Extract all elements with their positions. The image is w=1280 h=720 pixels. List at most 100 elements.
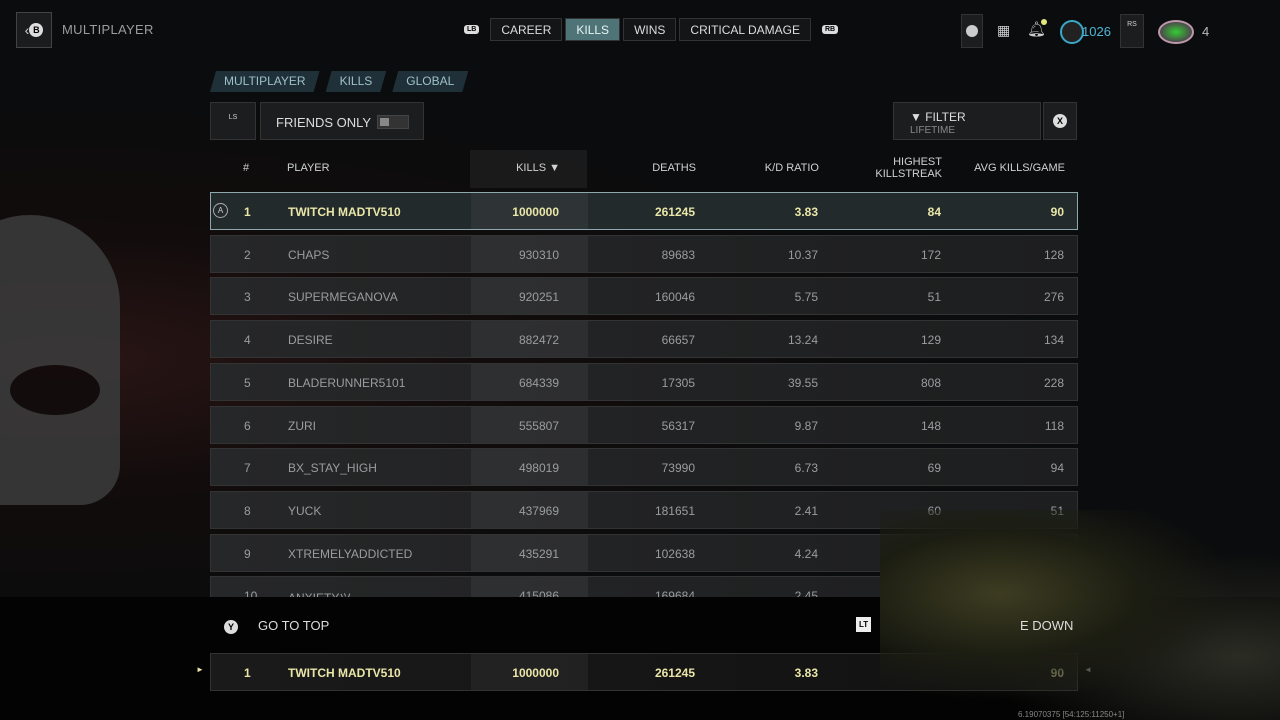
cell-player: SUPERMEGANOVA xyxy=(288,290,398,305)
tab-kills[interactable]: KILLS xyxy=(565,18,621,41)
rank-emblem-icon xyxy=(1158,20,1194,44)
cell-rank: 6 xyxy=(244,418,251,433)
table-header: # PLAYER KILLS ▼ DEATHS K/D RATIO HIGHES… xyxy=(210,150,1078,188)
breadcrumb-kills[interactable]: KILLS xyxy=(326,71,387,92)
cell-deaths: 89683 xyxy=(661,247,695,262)
bell-icon[interactable]: 🔔︎ xyxy=(1027,21,1047,38)
cell-player: ANXIETYツ xyxy=(288,589,351,597)
cell-kd: 5.75 xyxy=(794,290,818,305)
cell-kd: 39.55 xyxy=(787,375,818,390)
cell-kills: 684339 xyxy=(518,375,559,390)
self-kills: 1000000 xyxy=(512,666,559,680)
col-deaths[interactable]: DEATHS xyxy=(652,162,696,174)
friends-only-toggle[interactable]: FRIENDS ONLY xyxy=(260,102,424,140)
leaderboard-table[interactable]: 1 TWITCH MADTV510 1000000 261245 3.83 84 90 2 CH… xyxy=(0,190,1280,597)
tab-career[interactable]: CAREER xyxy=(490,18,563,41)
go-to-top-button[interactable]: Y xyxy=(224,617,238,634)
menu-button[interactable] xyxy=(961,14,983,48)
cell-rank: 2 xyxy=(244,247,251,262)
cell-avg: 276 xyxy=(1043,290,1064,305)
go-to-top-label[interactable]: GO TO TOP xyxy=(258,618,330,633)
cell-deaths: 56317 xyxy=(661,418,695,433)
cell-rank: 3 xyxy=(244,290,251,305)
ls-button[interactable]: LS xyxy=(210,102,256,140)
lb-icon[interactable]: LB xyxy=(464,25,480,34)
cell-killstreak: 51 xyxy=(927,290,941,305)
cell-kd: 3.83 xyxy=(794,205,818,219)
filter-label: ▼ FILTER xyxy=(910,110,966,124)
cell-kills: 1000000 xyxy=(512,205,559,219)
breadcrumb-global[interactable]: GLOBAL xyxy=(392,71,468,92)
page-down-label[interactable]: E DOWN xyxy=(1020,618,1074,633)
webcam-overlay xyxy=(880,510,1280,720)
player-level: 4 xyxy=(1202,24,1210,39)
cell-kills: 920251 xyxy=(518,290,559,305)
col-avg[interactable]: AVG KILLS/GAME xyxy=(974,162,1065,174)
table-row[interactable]: 1 TWITCH MADTV510 1000000 261245 3.83 84 90 xyxy=(210,192,1078,230)
cell-killstreak: 148 xyxy=(920,418,941,433)
breadcrumb: MULTIPLAYER KILLS GLOBAL xyxy=(210,71,468,92)
col-player: PLAYER xyxy=(287,162,330,174)
notification-dot xyxy=(1041,19,1047,25)
page-title: MULTIPLAYER xyxy=(62,22,154,37)
cell-deaths: 160046 xyxy=(654,290,695,305)
cell-rank: 9 xyxy=(244,546,251,561)
cell-player: BLADERUNNER5101 xyxy=(288,375,406,390)
table-row[interactable]: 5 BLADERUNNER5101 684339 17305 39.55 808 228 xyxy=(210,362,1078,401)
cell-kills: 930310 xyxy=(518,247,559,262)
table-row[interactable]: 3 SUPERMEGANOVA 920251 160046 5.75 51 276 xyxy=(210,277,1078,316)
lt-button-icon[interactable]: LT xyxy=(856,617,872,632)
rs-button[interactable]: RS xyxy=(1120,14,1144,48)
cell-rank: 8 xyxy=(244,503,251,518)
cell-player: YUCK xyxy=(288,503,322,518)
tab-bar: LB CAREER KILLS WINS CRITICAL DAMAGE RB xyxy=(456,18,846,41)
table-row[interactable]: 4 DESIRE 882472 66657 13.24 129 134 xyxy=(210,320,1078,359)
cell-deaths: 102638 xyxy=(654,546,695,561)
cell-player: ZURI xyxy=(288,418,316,433)
cell-player: DESIRE xyxy=(288,333,333,348)
cell-kills: 498019 xyxy=(518,461,559,476)
self-row-left-arrow: ► xyxy=(196,665,204,674)
toggle-switch[interactable] xyxy=(377,115,409,129)
close-filter-button[interactable]: X xyxy=(1043,102,1077,140)
rb-icon[interactable]: RB xyxy=(821,25,839,34)
friends-only-label: FRIENDS ONLY xyxy=(276,115,372,130)
breadcrumb-multiplayer[interactable]: MULTIPLAYER xyxy=(210,71,320,92)
cell-kills: 555807 xyxy=(518,418,559,433)
col-killstreak[interactable]: HIGHEST KILLSTREAK xyxy=(875,156,942,180)
cell-killstreak: 808 xyxy=(920,375,941,390)
tab-critical-damage[interactable]: CRITICAL DAMAGE xyxy=(679,18,811,41)
cell-deaths: 73990 xyxy=(661,461,695,476)
table-row[interactable]: 7 BX_STAY_HIGH 498019 73990 6.73 69 94 xyxy=(210,448,1078,487)
col-kills[interactable]: KILLS ▼ xyxy=(516,162,560,174)
cell-kills: 435291 xyxy=(518,546,559,561)
debug-text: 6.19070375 [54:125:11250+1] xyxy=(1018,710,1125,719)
self-rank: 1 xyxy=(244,666,251,680)
cell-player: XTREMELYADDICTED xyxy=(288,546,413,561)
cell-kills: 882472 xyxy=(518,333,559,348)
table-row[interactable]: 2 CHAPS 930310 89683 10.37 172 128 xyxy=(210,234,1078,273)
tab-wins[interactable]: WINS xyxy=(623,18,677,41)
cell-kd: 9.87 xyxy=(794,418,818,433)
table-row[interactable]: 6 ZURI 555807 56317 9.87 148 118 xyxy=(210,405,1078,444)
filter-icon: ▼ xyxy=(910,110,926,124)
cell-avg: 128 xyxy=(1043,247,1064,262)
skull-emblem xyxy=(0,215,120,505)
cell-killstreak: 84 xyxy=(927,205,941,219)
self-player: TWITCH MADTV510 xyxy=(288,666,401,680)
cell-killstreak: 172 xyxy=(920,247,941,262)
cell-deaths: 261245 xyxy=(654,205,695,219)
cell-rank: 7 xyxy=(244,461,251,476)
grid-icon[interactable]: ▦ xyxy=(997,22,1011,38)
cell-kd: 13.24 xyxy=(787,333,818,348)
a-button-icon: A xyxy=(213,203,228,218)
currency-value: 1026 xyxy=(1082,24,1111,39)
cell-deaths: 66657 xyxy=(661,333,695,348)
cell-avg: 94 xyxy=(1050,461,1064,476)
cell-kd: 4.24 xyxy=(794,546,818,561)
filter-button[interactable]: ▼ FILTER LIFETIME xyxy=(893,102,1041,140)
back-button[interactable]: ‹ B xyxy=(16,12,52,48)
cell-deaths: 17305 xyxy=(661,375,695,390)
cell-kd: 10.37 xyxy=(787,247,818,262)
col-kd[interactable]: K/D RATIO xyxy=(764,162,819,174)
